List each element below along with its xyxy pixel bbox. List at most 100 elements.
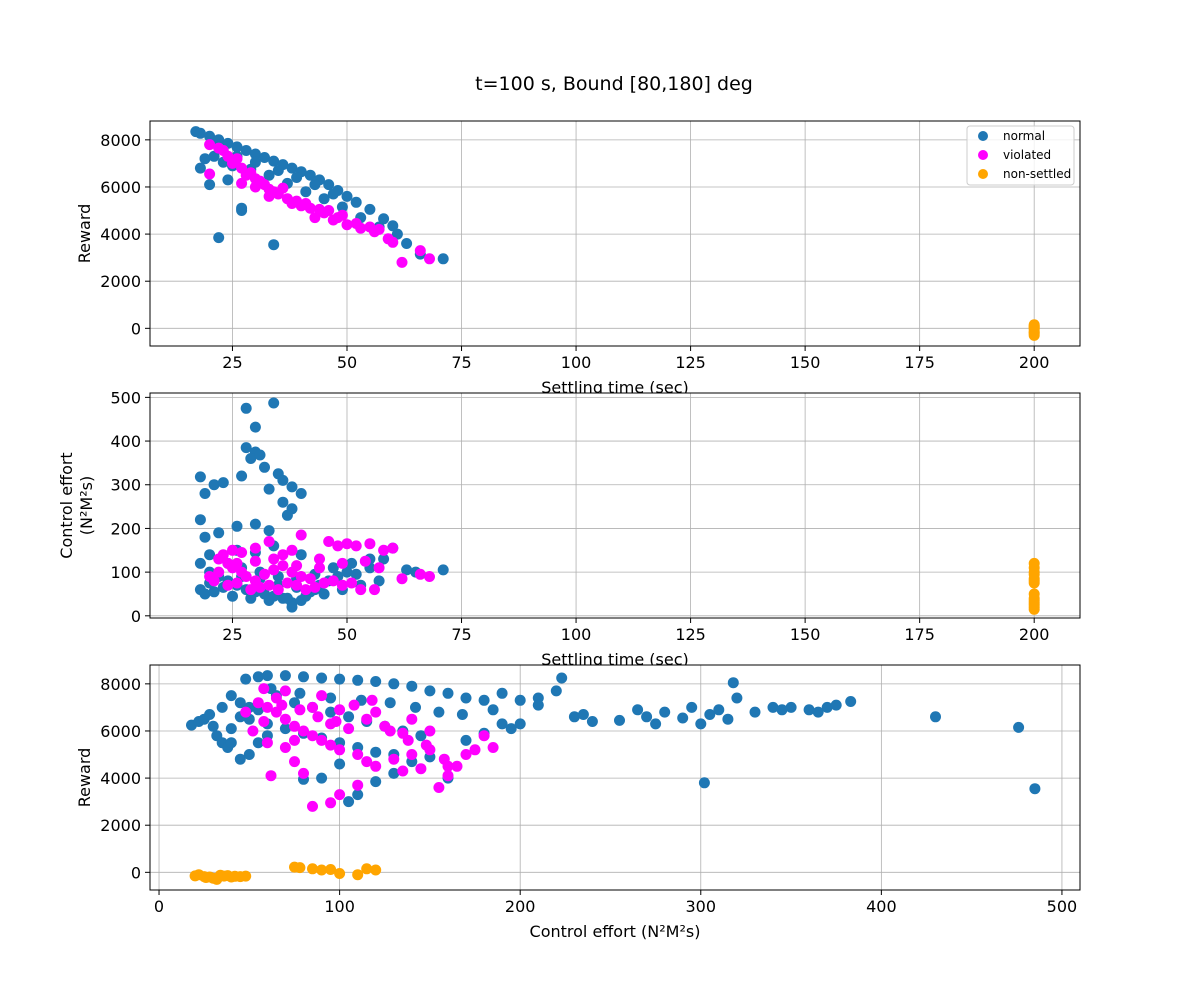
point-non-settled [229,870,241,882]
point-normal [281,592,293,604]
point-normal [343,711,355,723]
point-normal [294,687,306,699]
point-normal [318,193,330,205]
x-tick-label: 300 [686,897,717,916]
point-violated [289,720,300,732]
point-violated [402,734,414,746]
point-normal [316,772,328,784]
axes-frame [149,392,1081,619]
point-normal [341,190,353,202]
point-normal [424,685,436,697]
point-normal [295,549,307,561]
legend-frame [966,125,1075,186]
point-violated [369,226,380,238]
x-tick-label: 100 [561,625,592,644]
x-tick-label: 100 [561,353,592,372]
point-violated [231,557,243,569]
point-violated [370,706,382,718]
point-violated [355,584,367,596]
point-normal [343,796,355,808]
x-tick-label: 150 [790,353,821,372]
point-violated [406,749,418,760]
point-violated [254,581,266,593]
point-violated [307,800,318,812]
point-normal [199,153,211,165]
point-violated [240,706,252,718]
point-violated [343,723,355,735]
x-tick-label: 50 [337,353,357,372]
point-violated [291,195,303,207]
point-violated [279,742,291,753]
point-normal [252,737,264,749]
point-violated [263,579,275,591]
point-normal [204,179,216,191]
point-violated [330,716,342,727]
point-normal [550,685,562,697]
point-normal [245,453,257,464]
point-violated [424,571,435,582]
point-violated [295,529,307,541]
point-violated [334,789,346,801]
point-violated [397,765,409,777]
point-violated [217,145,229,156]
point-violated [384,725,396,737]
point-normal [194,127,206,139]
point-normal [532,699,544,711]
point-normal [650,718,662,730]
point-violated [231,577,243,589]
point-normal [279,723,291,735]
point-normal [318,588,330,600]
point-non-settled [361,863,373,875]
point-normal [259,152,270,163]
point-normal [298,671,309,683]
point-violated [348,699,360,711]
point-violated [396,256,408,268]
point-normal [334,758,346,770]
point-normal [234,753,246,765]
point-violated [279,713,291,725]
point-violated [281,577,293,589]
point-violated [295,571,307,582]
point-normal [785,701,797,713]
point-violated [361,713,373,725]
axes-frame [149,664,1081,891]
y-tick-label: 6000 [100,722,141,741]
point-normal [677,712,689,724]
y-tick-label: 400 [110,432,141,451]
y-tick-label: 200 [110,519,141,538]
point-violated [249,555,261,567]
point-normal [199,588,211,600]
point-normal [213,232,225,244]
x-tick-label: 25 [222,625,242,644]
point-violated [323,205,335,216]
point-violated [240,571,252,582]
point-violated [388,753,400,765]
point-normal [384,697,396,709]
point-normal [577,709,589,720]
point-normal [263,525,275,537]
point-violated [279,685,291,697]
legend-label-violated: violated [1003,148,1051,162]
point-normal [727,677,739,689]
point-normal [261,670,273,682]
point-violated [298,767,309,779]
point-violated [289,756,300,768]
point-violated [373,562,385,574]
plot-area [150,665,1080,890]
point-normal [586,716,598,727]
point-violated [352,749,364,760]
point-normal [514,718,526,730]
point-violated [309,212,321,224]
point-violated [327,575,339,587]
point-violated [414,568,426,580]
point-normal [1013,721,1025,733]
point-normal [236,470,248,482]
legend: normal violated non-settled [966,125,1075,186]
point-violated [294,704,306,716]
point-normal [231,520,243,532]
point-violated [289,734,300,746]
point-normal [227,590,238,602]
y-tick-label: 0 [131,607,141,626]
point-violated [204,168,216,180]
y-tick-label: 4000 [100,769,141,788]
